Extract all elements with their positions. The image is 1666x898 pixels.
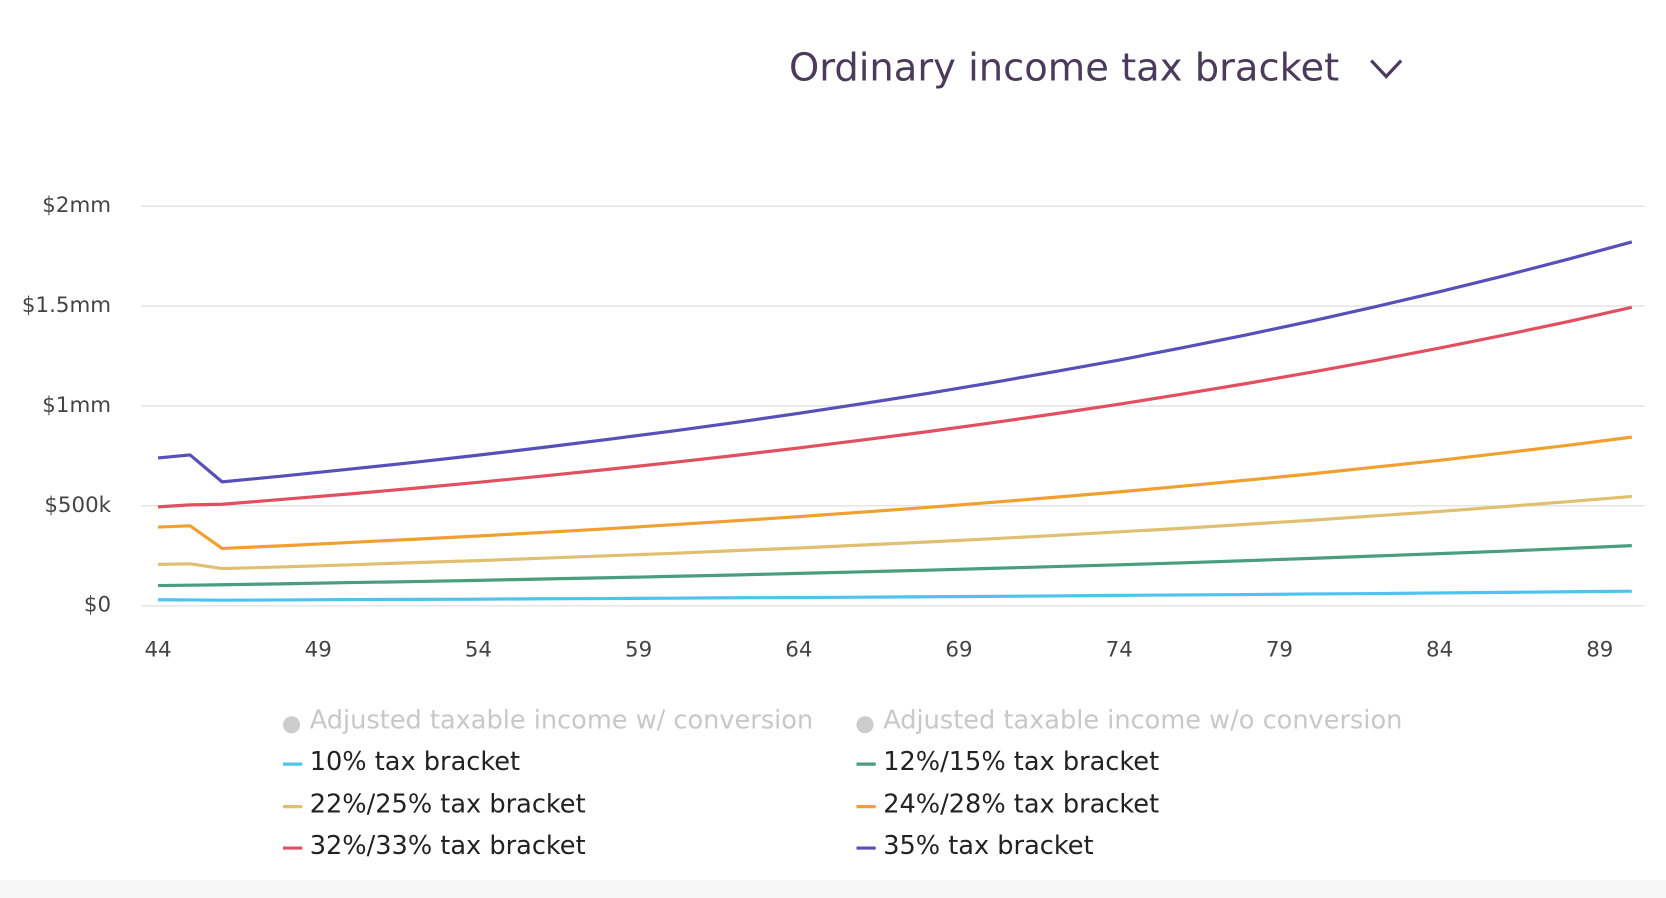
y-tick-label: $1mm	[42, 393, 111, 418]
x-tick-label: 49	[305, 637, 332, 662]
x-tick-label: 64	[785, 637, 812, 662]
dropdown-chevron[interactable]	[1370, 59, 1403, 79]
x-tick-label: 69	[945, 637, 972, 662]
legend-label: 10% tax bracket	[310, 747, 520, 777]
legend-dot	[283, 716, 301, 734]
series-line	[158, 544, 1632, 588]
legend-label: 24%/28% tax bracket	[883, 790, 1159, 820]
legend-label: Adjusted taxable income w/o conversion	[883, 706, 1402, 736]
series-line	[157, 435, 1633, 551]
series-line	[157, 240, 1633, 484]
series-line	[157, 305, 1633, 509]
series-line	[158, 589, 1632, 602]
y-tick-label: $0	[84, 593, 111, 618]
x-tick-label: 84	[1426, 637, 1453, 662]
x-tick-label: 89	[1586, 637, 1613, 662]
legend-label: 35% tax bracket	[883, 831, 1093, 861]
x-tick-label: 79	[1266, 637, 1293, 662]
y-tick-label: $2mm	[42, 193, 111, 218]
x-tick-label: 44	[144, 637, 171, 662]
chart-title[interactable]: Ordinary income tax bracket	[789, 46, 1339, 91]
y-tick-label: $500k	[44, 493, 111, 518]
x-tick-label: 54	[465, 637, 492, 662]
series-line	[158, 494, 1632, 571]
x-tick-label: 74	[1106, 637, 1133, 662]
legend-dot	[856, 716, 874, 734]
legend-label: 12%/15% tax bracket	[883, 747, 1159, 777]
legend-label: 32%/33% tax bracket	[310, 831, 586, 861]
footer-strip	[0, 879, 1666, 898]
legend-label: Adjusted taxable income w/ conversion	[310, 706, 813, 736]
x-tick-label: 59	[625, 637, 652, 662]
y-tick-label: $1.5mm	[22, 293, 111, 318]
legend-label: 22%/25% tax bracket	[310, 790, 586, 820]
